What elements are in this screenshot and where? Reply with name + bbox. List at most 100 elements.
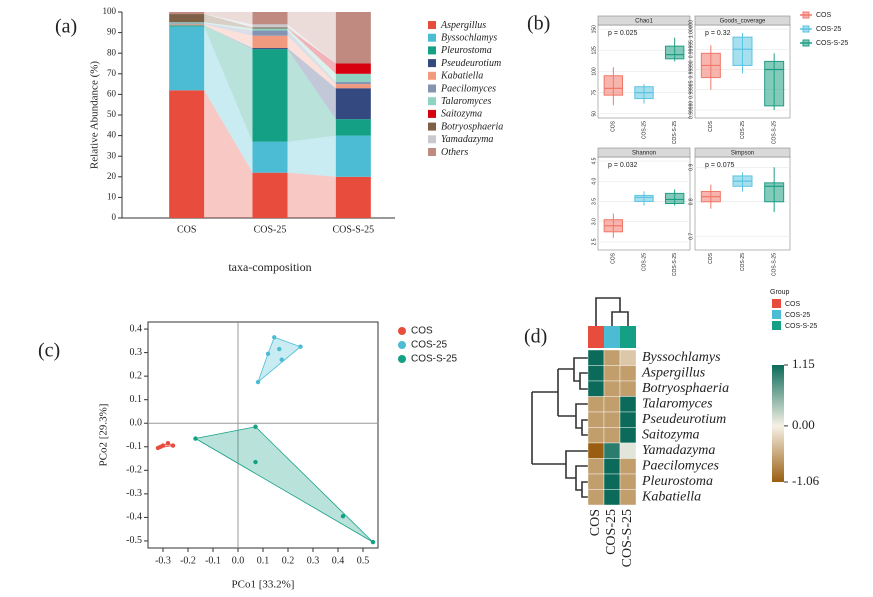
legend-label: Byssochlamys [441,32,497,43]
flow-band [204,22,253,31]
flow-band [287,27,336,64]
row-label: Pseudeurotium [641,412,726,427]
bar-segment [335,12,371,64]
bar-segment [169,26,205,91]
bar-segment [335,119,371,136]
flow-band [204,25,253,142]
legend-label: Kabatiella [440,71,483,82]
y-tick-label: 0.7 [688,233,694,240]
legend-swatch [428,122,436,131]
legend-label: Aspergillus [440,20,486,31]
x-tick-label: 0.4 [332,555,345,566]
legend-label: Yamadazyma [441,134,493,145]
strip [597,15,691,26]
annotation: p = 0.025 [608,30,637,37]
bar-segment [252,12,288,25]
bar-segment [335,88,371,120]
strip-title: Shannon [632,150,656,156]
x-tick-label: COS [708,120,714,132]
legend-title: Group [770,289,790,296]
column-label: COS-S-25 [620,509,635,567]
legend-swatch [428,59,436,68]
point [265,351,271,356]
y-tick-label: 0.99990 [688,60,694,78]
annotation: p = 0.32 [705,30,731,37]
x-tick-label: 0.1 [257,555,270,566]
y-tick-label: 50 [107,109,117,119]
legend-swatch [772,299,781,308]
x-tick-label: -0.2 [180,555,196,566]
y-tick-label: 10 [107,191,117,201]
legend-label: COS-25 [816,26,841,33]
row-label: Botryosphaeria [642,381,729,396]
heat-cell [619,427,637,444]
bar-segment [169,90,205,218]
legend-marker [398,355,406,363]
legend-marker [398,341,406,349]
legend-label: Pseudeurotium [440,58,501,69]
heat-cell [603,396,621,413]
row-label: Byssochlamys [642,350,721,365]
row-label: Talaromyces [642,396,713,411]
legend-label: Botryosphaeria [441,121,503,132]
heat-cell [603,427,621,444]
x-tick-label: COS [611,120,617,132]
heat-cell [603,380,621,397]
legend-label: COS [785,301,801,308]
y-tick-label: 0.2 [130,370,143,381]
flow-band [287,24,336,64]
flow-band [204,12,253,25]
heat-cell [603,489,621,506]
point [279,357,284,362]
legend-swatch [428,135,436,144]
legend-swatch [428,33,436,42]
panel-label: (c) [38,340,60,362]
x-tick-label: COS [177,224,196,235]
row-label: Paecilomyces [641,458,720,473]
x-tick-label: 0.0 [232,555,245,566]
x-tick-label: COS-S-25 [672,121,678,144]
heat-cell [603,458,621,475]
bar-segment [252,24,288,28]
x-tick-label: COS-S-25 [771,121,777,144]
panel-label: (a) [55,16,77,38]
legend-swatch [428,46,436,55]
heat-cell [619,473,637,490]
y-tick-label: 0.4 [130,323,143,334]
panel-label: (b) [527,13,550,35]
x-tick-label: COS-S-25 [332,224,374,235]
heat-cell [619,442,637,459]
heat-cell [587,489,605,506]
bar-segment [335,82,371,85]
y-tick-label: 100 [591,67,597,76]
y-axis-title: PCo2 [29.3%] [98,404,110,467]
point [193,436,198,441]
bar-segment [335,135,371,177]
y-tick-label: 4.0 [591,178,597,185]
flow-band [204,26,253,173]
row-label: Aspergillus [641,365,706,380]
point [160,443,166,448]
y-tick-label: 150 [591,25,597,34]
row-dendrogram [531,357,588,498]
point [253,424,258,429]
heat-cell [587,365,605,382]
heat-cell [619,380,637,397]
legend-label: COS-S-25 [785,323,817,330]
x-tick-label: -0.1 [205,555,221,566]
bar-segment [169,23,205,25]
flow-band [287,48,336,120]
x-tick-label: COS-S-25 [771,253,777,276]
heat-cell [619,365,637,382]
point [298,344,303,349]
legend-label: COS-25 [785,312,810,319]
bar-segment [252,30,288,36]
y-tick-label: -0.5 [126,535,142,546]
bar-segment [169,12,205,15]
flow-band [287,49,336,142]
annotation: p = 0.075 [705,162,734,169]
heat-cell [587,380,605,397]
box [732,36,753,66]
heat-cell [619,411,637,428]
